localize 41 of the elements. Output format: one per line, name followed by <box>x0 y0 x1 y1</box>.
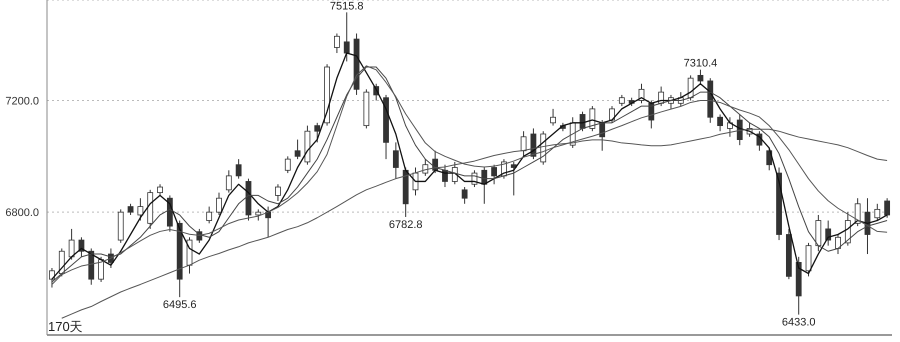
candlestick <box>284 156 291 174</box>
candlestick <box>137 198 144 222</box>
candlestick <box>206 206 212 224</box>
candlestick <box>688 74 694 101</box>
candlestick <box>717 114 723 132</box>
candlestick <box>698 69 704 84</box>
candlestick <box>275 184 281 202</box>
candlestick <box>412 167 418 196</box>
candlestick <box>618 94 625 107</box>
candlestick <box>128 203 134 216</box>
annotation: 6495.6 <box>162 299 197 312</box>
candlestick <box>835 234 841 255</box>
candlestick <box>157 184 163 196</box>
candlestick <box>236 158 242 180</box>
y-tick-label: 6800.0 <box>5 207 39 220</box>
candlestick <box>491 164 498 185</box>
candlestick <box>226 170 232 194</box>
annotation: 6782.8 <box>388 218 423 231</box>
candlestick <box>462 186 468 204</box>
candlestick <box>884 198 890 218</box>
candlestick <box>589 106 596 132</box>
candlestick <box>520 130 526 157</box>
candlestick <box>98 256 104 282</box>
candlestick <box>334 33 340 54</box>
annotation: 170天 <box>48 318 83 336</box>
candlestick <box>216 192 222 216</box>
candlestick <box>727 116 733 138</box>
candlestick <box>874 203 880 222</box>
candlestick <box>294 139 300 160</box>
candlestick <box>392 142 399 180</box>
candlestick <box>550 108 556 126</box>
candlestick <box>68 228 75 260</box>
candlestick <box>344 12 350 62</box>
annotation: 7515.8 <box>330 0 364 12</box>
annotation: 7310.4 <box>684 58 718 70</box>
candlestick <box>314 122 320 143</box>
y-tick-label: 7200.0 <box>5 95 39 108</box>
annotation: 6433.0 <box>782 316 816 329</box>
candlestick <box>638 83 644 104</box>
candlestick <box>609 106 615 124</box>
candlestick <box>49 268 55 288</box>
